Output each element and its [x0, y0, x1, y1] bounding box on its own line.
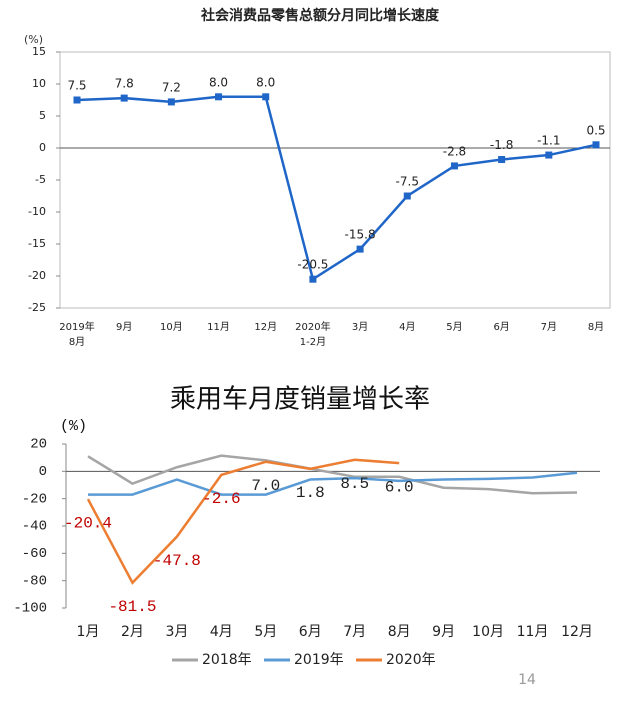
x-tick-label: 6月: [493, 321, 509, 333]
page-number: 14: [518, 672, 536, 688]
data-label: -2.6: [202, 490, 240, 508]
series-line: [87, 454, 578, 495]
x-tick-label: 2月: [121, 624, 144, 640]
x-tick-label: 5月: [254, 624, 277, 640]
point-marker: [215, 93, 223, 101]
y-tick-label: 20: [30, 437, 47, 453]
point-marker: [73, 96, 81, 104]
x-tick-label: 8月: [588, 321, 604, 333]
point-marker: [450, 162, 458, 170]
series-line: [76, 95, 597, 282]
y-tick-label: -10: [28, 205, 46, 218]
point-marker: [309, 275, 317, 283]
x-tick-label: 10月: [472, 624, 504, 640]
x-tick-label: 2020年 1-2月: [295, 320, 330, 348]
series-line: [88, 471, 578, 496]
chart-title: 乘用车月度销量增长率: [170, 385, 430, 415]
y-tick-label: -20: [22, 491, 47, 507]
point-marker: [545, 151, 553, 159]
data-label: 8.0: [256, 75, 275, 89]
data-label: -2.8: [443, 144, 466, 158]
data-label: 1.8: [296, 484, 325, 502]
y-tick-label: -5: [35, 173, 46, 186]
point-marker: [592, 141, 600, 149]
x-tick-label: 4月: [399, 321, 415, 333]
y-tick-label: -25: [28, 301, 46, 314]
x-tick-label: 2019年 8月: [59, 320, 94, 348]
y-tick-label: 15: [32, 45, 46, 58]
x-tick-label: 8月: [388, 624, 411, 640]
y-tick-label: 0: [39, 464, 47, 480]
data-label: -20.5: [297, 258, 328, 272]
data-label: 7.0: [251, 477, 280, 495]
y-tick-label: -80: [22, 573, 47, 589]
point-marker: [403, 192, 411, 200]
legend-label: 2020年: [386, 652, 436, 668]
data-label: -20.4: [64, 514, 112, 532]
plot-frame: [59, 51, 611, 309]
x-tick-label: 10月: [160, 321, 183, 333]
y-tick-label: -40: [22, 519, 47, 535]
y-tick-label: -100: [13, 601, 47, 617]
point-marker: [167, 98, 175, 106]
x-tick-label: 12月: [254, 321, 277, 333]
data-label: -7.5: [396, 175, 419, 189]
y-tick-label: -20: [28, 269, 46, 282]
legend-label: 2018年: [202, 652, 252, 668]
y-tick-label: 0: [39, 141, 46, 154]
unit-label: (%): [60, 418, 87, 435]
data-label: 0.5: [586, 123, 605, 137]
data-label: 7.8: [115, 77, 134, 91]
x-tick-label: 11月: [207, 321, 230, 333]
x-tick-label: 3月: [352, 321, 368, 333]
point-marker: [498, 156, 506, 164]
y-tick-label: 10: [32, 77, 46, 90]
series-line: [86, 458, 400, 585]
data-label: 6.0: [385, 478, 414, 496]
x-tick-label: 5月: [446, 321, 462, 333]
data-label: -1.1: [537, 134, 560, 148]
data-label: -81.5: [108, 598, 156, 616]
x-tick-label: 9月: [116, 321, 132, 333]
x-tick-label: 12月: [561, 624, 593, 640]
y-tick-label: -60: [22, 546, 47, 562]
point-marker: [356, 245, 364, 253]
unit-label: (%): [24, 33, 43, 46]
x-tick-label: 7月: [343, 624, 366, 640]
data-label: 8.5: [340, 475, 369, 493]
point-marker: [262, 93, 270, 101]
data-label: -47.8: [153, 552, 201, 570]
data-label: 7.2: [162, 80, 181, 94]
data-label: -15.8: [345, 228, 376, 242]
data-label: -1.8: [490, 138, 513, 152]
x-tick-label: 1月: [77, 624, 100, 640]
chart-title: 社会消费品零售总额分月同比增长速度: [200, 7, 440, 24]
x-tick-label: 7月: [541, 321, 557, 333]
data-label: 8.0: [209, 75, 228, 89]
x-tick-label: 4月: [210, 624, 233, 640]
legend-label: 2019年: [294, 652, 344, 668]
point-marker: [120, 94, 128, 102]
y-tick-label: -15: [28, 237, 46, 250]
x-tick-label: 6月: [299, 624, 322, 640]
x-tick-label: 3月: [165, 624, 188, 640]
y-tick-label: 5: [39, 109, 46, 122]
x-tick-label: 9月: [432, 624, 455, 640]
data-label: 7.5: [67, 79, 86, 93]
x-tick-label: 11月: [517, 624, 549, 640]
